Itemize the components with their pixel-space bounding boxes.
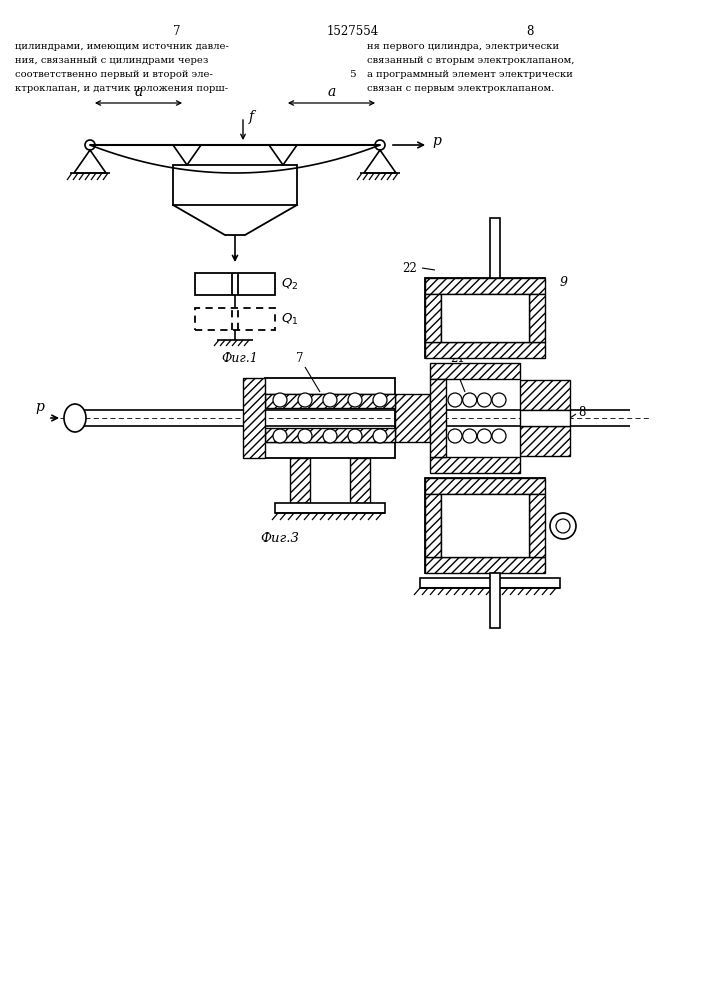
Bar [430,457,520,473]
Text: 22: 22 [402,261,417,274]
Bar [425,478,545,573]
Text: а программный элемент электрически: а программный элемент электрически [367,70,573,79]
Bar [425,557,545,573]
Bar [395,394,430,442]
Text: $Q_1$: $Q_1$ [281,311,298,327]
Circle shape [462,429,477,443]
Text: p: p [35,400,45,414]
Text: ктроклапан, и датчик положения порш-: ктроклапан, и датчик положения порш- [15,84,228,93]
Circle shape [348,393,362,407]
Bar [490,218,500,278]
Text: $Q_2$: $Q_2$ [281,276,298,292]
Circle shape [298,429,312,443]
Text: Фиг.3: Фиг.3 [261,532,300,545]
Circle shape [492,393,506,407]
Bar [441,294,529,342]
Bar [441,494,529,557]
Bar [425,478,545,494]
Bar [425,494,441,557]
Circle shape [85,140,95,150]
Bar [350,458,370,503]
Bar [243,378,265,458]
Bar [425,294,441,342]
Circle shape [550,513,576,539]
Bar [425,342,545,358]
Bar [529,294,545,342]
Text: цилиндрами, имеющим источник давле-: цилиндрами, имеющим источник давле- [15,42,229,51]
Text: 9: 9 [560,276,568,290]
Text: 7: 7 [296,352,304,365]
Circle shape [323,393,337,407]
Bar [265,394,395,408]
Text: f: f [249,110,254,124]
Circle shape [462,393,477,407]
Text: p: p [432,134,441,148]
Circle shape [298,393,312,407]
Bar [430,363,520,379]
Circle shape [348,429,362,443]
Bar [529,494,545,557]
Circle shape [373,393,387,407]
Text: 1527554: 1527554 [327,25,379,38]
Text: связанный с вторым электроклапаном,: связанный с вторым электроклапаном, [367,56,575,65]
Text: a: a [327,85,336,99]
Bar [195,273,275,295]
Bar [425,278,545,294]
Text: ня первого цилиндра, электрически: ня первого цилиндра, электрически [367,42,559,51]
Bar [430,379,446,457]
Circle shape [492,429,506,443]
Bar [520,426,570,456]
Bar [265,428,395,442]
Circle shape [373,429,387,443]
Bar [490,573,500,628]
Text: связан с первым электроклапаном.: связан с первым электроклапаном. [367,84,554,93]
Bar [173,165,297,205]
Circle shape [477,429,491,443]
Text: 7: 7 [173,25,181,38]
Circle shape [273,429,287,443]
Bar [195,308,275,330]
Text: соответственно первый и второй эле-: соответственно первый и второй эле- [15,70,213,79]
Circle shape [448,393,462,407]
Circle shape [477,393,491,407]
Text: 21: 21 [450,352,464,365]
Bar [290,458,310,503]
Circle shape [273,393,287,407]
Text: 8: 8 [578,406,585,420]
Circle shape [556,519,570,533]
Text: ния, связанный с цилиндрами через: ния, связанный с цилиндрами через [15,56,209,65]
Bar [520,410,570,426]
Text: Фиг.1: Фиг.1 [221,352,258,365]
Bar [425,278,545,358]
Text: 8: 8 [526,25,534,38]
Ellipse shape [64,404,86,432]
Bar [520,380,570,410]
Bar [275,503,385,513]
Circle shape [375,140,385,150]
Circle shape [323,429,337,443]
Text: 5: 5 [349,70,356,79]
Bar [265,378,395,458]
Circle shape [448,429,462,443]
Text: a: a [134,85,143,99]
Bar [420,578,560,588]
